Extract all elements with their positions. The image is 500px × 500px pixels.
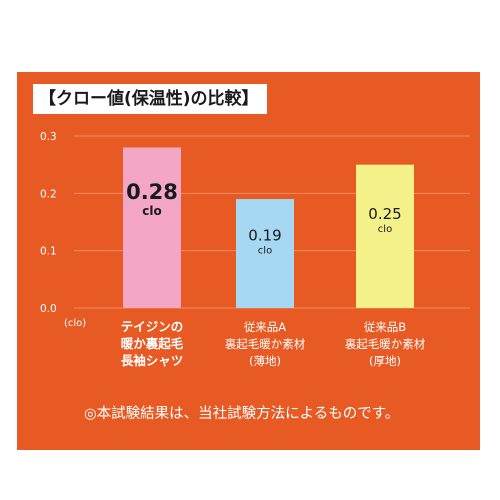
category-label-line: 暖か裏起毛 xyxy=(121,336,184,351)
category-label-line: 長袖シャツ xyxy=(121,353,184,368)
bars xyxy=(123,147,414,308)
y-tick-label: 0.1 xyxy=(40,246,57,258)
bar xyxy=(236,199,294,308)
y-axis-ticks: 0.3 0.2 0.1 0.0 xyxy=(40,131,57,315)
chart-title: 【クロー値(保温性)の比較】 xyxy=(33,84,267,114)
y-tick-label: 0.3 xyxy=(40,131,57,143)
category-label-line: (厚地) xyxy=(369,354,401,368)
y-tick-label: 0.0 xyxy=(40,303,57,315)
category-label-line: 裏起毛暖か素材 xyxy=(225,337,306,351)
bar xyxy=(123,147,181,308)
y-axis-unit-label: (clo) xyxy=(64,318,86,329)
bar-value-label: 0.25 xyxy=(368,205,401,223)
y-tick-label: 0.2 xyxy=(40,188,57,200)
bar-unit-label: clo xyxy=(142,204,161,218)
bar-value-label: 0.28 xyxy=(126,180,178,204)
bar xyxy=(356,164,414,308)
category-label-line: テイジンの xyxy=(121,319,184,334)
bar-unit-label: clo xyxy=(378,224,392,235)
footnote: ◎本試験結果は、当社試験方法によるものです。 xyxy=(84,406,400,422)
category-label-line: 従来品A xyxy=(244,320,286,334)
bar-unit-label: clo xyxy=(258,245,272,256)
bar-value-label: 0.19 xyxy=(248,226,281,244)
category-label-line: 従来品B xyxy=(364,320,406,334)
category-label-line: (薄地) xyxy=(249,354,281,368)
category-label-line: 裏起毛暖か素材 xyxy=(345,337,426,351)
